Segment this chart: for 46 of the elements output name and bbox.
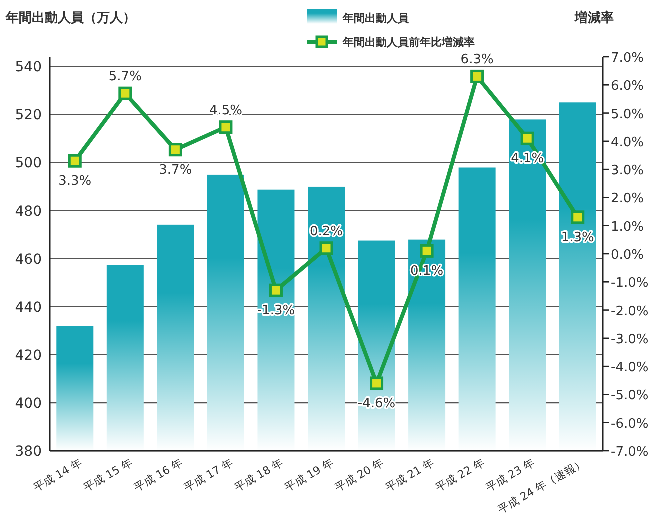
point xyxy=(420,244,434,258)
y2-tick-label: 6.0% xyxy=(611,79,644,94)
legend-label: 年間出動人員前年比増減率 xyxy=(342,36,475,49)
y-tick-label: 420 xyxy=(15,348,42,364)
point xyxy=(68,154,82,168)
y-tick-label: 500 xyxy=(15,156,42,172)
data-label: 3.7% xyxy=(159,162,192,178)
y-tick-label: 440 xyxy=(15,300,42,316)
y-tick-label: 400 xyxy=(15,396,42,412)
y2-tick-label: 5.0% xyxy=(611,107,644,122)
y-tick-label: 480 xyxy=(15,204,42,220)
y2-tick-label: 1.0% xyxy=(611,220,644,235)
point xyxy=(520,132,534,146)
y2-tick-label: -6.0% xyxy=(611,416,649,432)
legend-label: 年間出動人員 xyxy=(342,12,410,25)
data-label: -1.3% xyxy=(257,304,296,319)
point xyxy=(269,284,283,298)
point xyxy=(370,376,384,390)
point xyxy=(571,210,585,224)
point xyxy=(470,70,484,84)
y2-tick-label: 0.0% xyxy=(611,248,644,263)
y2-tick-label: -5.0% xyxy=(611,388,649,404)
data-label: 5.7% xyxy=(108,70,142,85)
y2-tick-label: -7.0% xyxy=(611,445,649,460)
y2-tick-label: 7.0% xyxy=(611,51,644,66)
y2-tick-label: 3.0% xyxy=(611,164,644,179)
y-tick-label: 460 xyxy=(15,252,42,268)
point xyxy=(320,242,334,256)
point xyxy=(219,120,233,134)
data-label: 1.3% xyxy=(561,230,594,246)
y2-tick-label: -4.0% xyxy=(611,360,649,376)
y-tick-label: 520 xyxy=(15,108,42,124)
point xyxy=(118,86,132,100)
data-label: 3.3% xyxy=(58,174,92,190)
data-label: -4.6% xyxy=(358,396,396,412)
y-tick-label: 540 xyxy=(15,60,42,76)
y2-tick-label: -3.0% xyxy=(611,332,649,348)
y-axis-title: 年間出動人員（万人） xyxy=(5,11,136,26)
data-label: 0.2% xyxy=(310,224,344,240)
point xyxy=(168,143,182,157)
data-label: 6.3% xyxy=(460,52,494,68)
y2-tick-label: 2.0% xyxy=(611,192,644,207)
y2-tick-label: -1.0% xyxy=(611,276,649,292)
y2-axis-title: 増減率 xyxy=(574,10,614,26)
y2-tick-label: -2.0% xyxy=(611,304,649,320)
y2-tick-label: 4.0% xyxy=(611,135,644,150)
